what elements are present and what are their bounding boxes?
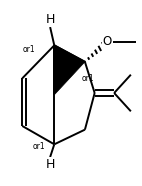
Polygon shape <box>54 45 85 95</box>
Text: or1: or1 <box>33 142 45 151</box>
Text: O: O <box>103 35 112 48</box>
Text: H: H <box>45 13 55 26</box>
Text: or1: or1 <box>81 74 94 83</box>
Text: H: H <box>45 158 55 171</box>
Text: or1: or1 <box>23 44 36 54</box>
